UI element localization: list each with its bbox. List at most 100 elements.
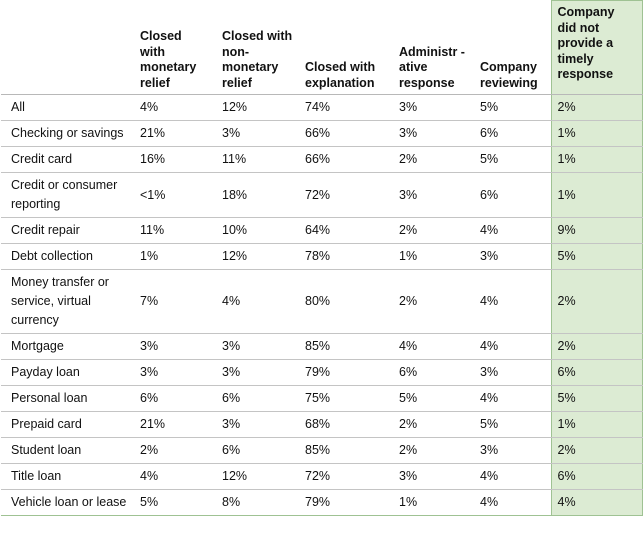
cell-closed-with-explanation: 68% bbox=[299, 411, 393, 438]
cell-closed-non-monetary-relief: 18% bbox=[216, 172, 299, 218]
table-row: All 4% 12% 74% 3% 5% 2% bbox=[1, 94, 643, 121]
cell-closed-non-monetary-relief: 3% bbox=[216, 411, 299, 438]
header-no-timely-response: Company did not provide a timely respons… bbox=[550, 0, 643, 95]
cell-closed-non-monetary-relief: 4% bbox=[216, 269, 299, 334]
cell-no-timely-response: 2% bbox=[550, 269, 643, 334]
table-row: Credit repair 11% 10% 64% 2% 4% 9% bbox=[1, 217, 643, 244]
table-row: Credit or consumer reporting <1% 18% 72% 3% 6… bbox=[1, 172, 643, 218]
cell-closed-non-monetary-relief: 8% bbox=[216, 489, 299, 516]
cell-closed-with-explanation: 72% bbox=[299, 463, 393, 490]
cell-no-timely-response: 2% bbox=[550, 437, 643, 464]
cell-company-reviewing: 5% bbox=[474, 146, 551, 173]
header-row: Closed with monetary relief Closed with … bbox=[1, 0, 643, 95]
cell-closed-with-explanation: 66% bbox=[299, 120, 393, 147]
cell-closed-monetary-relief: 21% bbox=[134, 411, 216, 438]
cell-closed-non-monetary-relief: 12% bbox=[216, 243, 299, 270]
header-closed-with-explanation: Closed with explanation bbox=[299, 0, 393, 95]
cell-no-timely-response: 1% bbox=[550, 146, 643, 173]
cell-administrative-response: 3% bbox=[393, 463, 474, 490]
row-label: All bbox=[1, 94, 134, 121]
cell-closed-monetary-relief: 11% bbox=[134, 217, 216, 244]
cell-administrative-response: 5% bbox=[393, 385, 474, 412]
header-product bbox=[1, 0, 134, 95]
cell-company-reviewing: 6% bbox=[474, 172, 551, 218]
cell-administrative-response: 1% bbox=[393, 489, 474, 516]
row-label: Credit repair bbox=[1, 217, 134, 244]
cell-closed-monetary-relief: 3% bbox=[134, 359, 216, 386]
cell-administrative-response: 2% bbox=[393, 411, 474, 438]
cell-company-reviewing: 6% bbox=[474, 120, 551, 147]
cell-closed-with-explanation: 74% bbox=[299, 94, 393, 121]
cell-no-timely-response: 9% bbox=[550, 217, 643, 244]
cell-company-reviewing: 5% bbox=[474, 94, 551, 121]
cell-closed-non-monetary-relief: 3% bbox=[216, 333, 299, 360]
table-row: Mortgage 3% 3% 85% 4% 4% 2% bbox=[1, 333, 643, 360]
cell-closed-monetary-relief: 1% bbox=[134, 243, 216, 270]
table-row: Payday loan 3% 3% 79% 6% 3% 6% bbox=[1, 359, 643, 386]
cell-closed-with-explanation: 75% bbox=[299, 385, 393, 412]
cell-no-timely-response: 4% bbox=[550, 489, 643, 516]
table-row: Title loan 4% 12% 72% 3% 4% 6% bbox=[1, 463, 643, 490]
row-label: Prepaid card bbox=[1, 411, 134, 438]
row-label: Checking or savings bbox=[1, 120, 134, 147]
table-row: Checking or savings 21% 3% 66% 3% 6% 1% bbox=[1, 120, 643, 147]
row-label: Personal loan bbox=[1, 385, 134, 412]
cell-closed-monetary-relief: 16% bbox=[134, 146, 216, 173]
cell-no-timely-response: 5% bbox=[550, 385, 643, 412]
cell-administrative-response: 2% bbox=[393, 437, 474, 464]
cell-closed-with-explanation: 66% bbox=[299, 146, 393, 173]
row-label: Debt collection bbox=[1, 243, 134, 270]
cell-closed-with-explanation: 78% bbox=[299, 243, 393, 270]
cell-closed-non-monetary-relief: 3% bbox=[216, 120, 299, 147]
cell-no-timely-response: 2% bbox=[550, 94, 643, 121]
cell-closed-monetary-relief: 6% bbox=[134, 385, 216, 412]
cell-no-timely-response: 6% bbox=[550, 359, 643, 386]
cell-closed-non-monetary-relief: 10% bbox=[216, 217, 299, 244]
cell-closed-monetary-relief: 3% bbox=[134, 333, 216, 360]
cell-closed-monetary-relief: 21% bbox=[134, 120, 216, 147]
cell-administrative-response: 1% bbox=[393, 243, 474, 270]
cell-no-timely-response: 5% bbox=[550, 243, 643, 270]
cell-no-timely-response: 1% bbox=[550, 411, 643, 438]
header-company-reviewing: Company reviewing bbox=[474, 0, 551, 95]
cell-company-reviewing: 4% bbox=[474, 385, 551, 412]
row-label: Vehicle loan or lease bbox=[1, 489, 134, 516]
cell-no-timely-response: 6% bbox=[550, 463, 643, 490]
cell-administrative-response: 2% bbox=[393, 146, 474, 173]
row-label: Money transfer or service, virtual curre… bbox=[1, 269, 134, 334]
table-row: Personal loan 6% 6% 75% 5% 4% 5% bbox=[1, 385, 643, 412]
row-label: Payday loan bbox=[1, 359, 134, 386]
cell-closed-with-explanation: 79% bbox=[299, 489, 393, 516]
complaint-response-table: Closed with monetary relief Closed with … bbox=[1, 0, 643, 516]
row-label: Student loan bbox=[1, 437, 134, 464]
cell-company-reviewing: 5% bbox=[474, 411, 551, 438]
cell-closed-monetary-relief: 2% bbox=[134, 437, 216, 464]
cell-closed-non-monetary-relief: 6% bbox=[216, 385, 299, 412]
cell-administrative-response: 3% bbox=[393, 94, 474, 121]
cell-closed-non-monetary-relief: 12% bbox=[216, 94, 299, 121]
cell-no-timely-response: 1% bbox=[550, 120, 643, 147]
table-row: Debt collection 1% 12% 78% 1% 3% 5% bbox=[1, 243, 643, 270]
cell-company-reviewing: 4% bbox=[474, 269, 551, 334]
cell-administrative-response: 6% bbox=[393, 359, 474, 386]
cell-no-timely-response: 1% bbox=[550, 172, 643, 218]
cell-closed-non-monetary-relief: 11% bbox=[216, 146, 299, 173]
table-row: Student loan 2% 6% 85% 2% 3% 2% bbox=[1, 437, 643, 464]
row-label: Credit or consumer reporting bbox=[1, 172, 134, 218]
cell-closed-non-monetary-relief: 3% bbox=[216, 359, 299, 386]
table-row: Prepaid card 21% 3% 68% 2% 5% 1% bbox=[1, 411, 643, 438]
cell-closed-monetary-relief: 4% bbox=[134, 94, 216, 121]
cell-administrative-response: 3% bbox=[393, 120, 474, 147]
row-label: Title loan bbox=[1, 463, 134, 490]
cell-administrative-response: 2% bbox=[393, 217, 474, 244]
cell-company-reviewing: 4% bbox=[474, 217, 551, 244]
cell-closed-non-monetary-relief: 6% bbox=[216, 437, 299, 464]
cell-closed-monetary-relief: 7% bbox=[134, 269, 216, 334]
cell-no-timely-response: 2% bbox=[550, 333, 643, 360]
header-administrative-response: Administr -ative response bbox=[393, 0, 474, 95]
cell-closed-with-explanation: 85% bbox=[299, 437, 393, 464]
row-label: Credit card bbox=[1, 146, 134, 173]
cell-administrative-response: 4% bbox=[393, 333, 474, 360]
table-row: Money transfer or service, virtual curre… bbox=[1, 269, 643, 334]
cell-administrative-response: 2% bbox=[393, 269, 474, 334]
